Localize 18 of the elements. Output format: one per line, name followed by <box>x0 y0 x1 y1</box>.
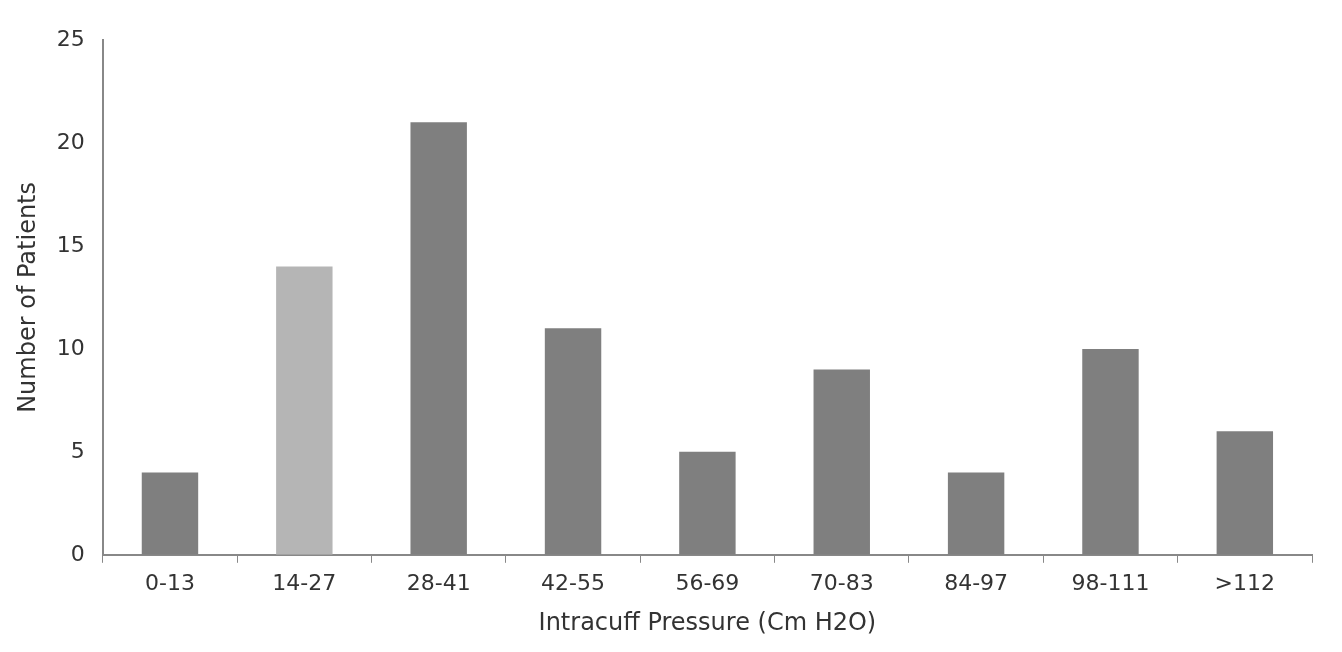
y-tick-label: 25 <box>56 25 85 51</box>
y-tick-label: 20 <box>56 128 85 154</box>
y-tick-label: 0 <box>70 540 85 566</box>
x-tick-label: 42-55 <box>541 569 606 595</box>
x-tick-label: 28-41 <box>406 569 471 595</box>
x-tick-label: 0-13 <box>145 569 195 595</box>
x-tick-label: 70-83 <box>809 569 874 595</box>
bar <box>276 266 333 555</box>
y-tick-label: 5 <box>70 437 85 463</box>
x-tick-label: >112 <box>1214 569 1276 595</box>
x-axis-title: Intracuff Pressure (Cm H2O) <box>538 607 877 636</box>
x-tick-label: 98-111 <box>1071 569 1150 595</box>
y-tick-label: 10 <box>56 334 85 360</box>
x-tick-label: 14-27 <box>272 569 337 595</box>
x-tick-label: 56-69 <box>675 569 740 595</box>
y-tick-label: 15 <box>56 231 85 257</box>
y-axis-title: Number of Patients <box>12 181 41 413</box>
x-tick-label: 84-97 <box>944 569 1009 595</box>
